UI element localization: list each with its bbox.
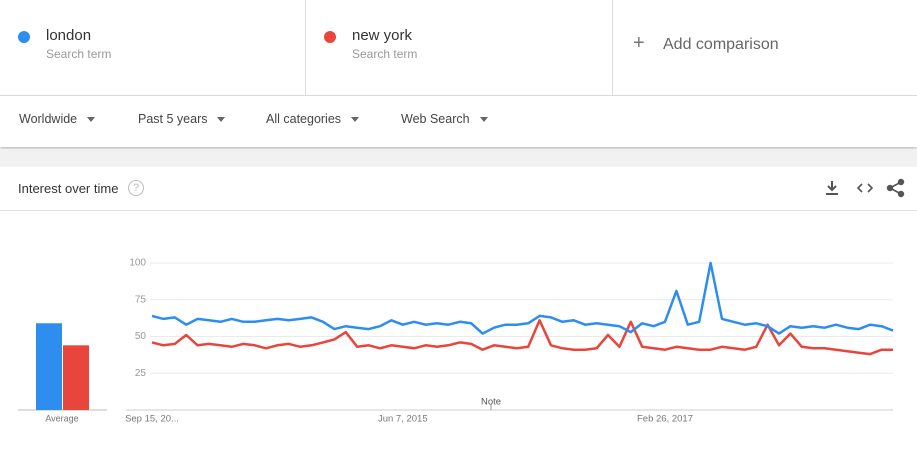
term-subtitle: Search term xyxy=(352,47,418,61)
term-color-dot xyxy=(324,31,336,43)
x-tick-label: Sep 15, 20... xyxy=(125,414,179,425)
average-bar xyxy=(36,323,62,410)
filter[interactable]: Past 5 years xyxy=(138,112,226,126)
filter-label: Past 5 years xyxy=(138,112,208,126)
filter[interactable]: Worldwide xyxy=(19,112,96,126)
term-name[interactable]: london xyxy=(46,27,92,44)
add-icon[interactable]: + xyxy=(633,32,645,54)
term-color-dot xyxy=(18,31,30,43)
add-comparison[interactable]: Add comparison xyxy=(663,36,779,53)
help-icon[interactable]: ? xyxy=(128,180,144,196)
filter[interactable]: All categories xyxy=(266,112,360,126)
x-tick-label: Jun 7, 2015 xyxy=(378,414,428,425)
series-line xyxy=(151,261,894,335)
filter-label: All categories xyxy=(266,112,342,126)
card-divider xyxy=(0,210,917,211)
share-icon[interactable] xyxy=(886,178,905,198)
filter[interactable]: Web Search xyxy=(401,112,488,126)
filter-bar xyxy=(0,96,917,147)
y-tick-label: 50 xyxy=(135,331,147,342)
card-actions xyxy=(826,178,905,198)
x-tick-label: Feb 26, 2017 xyxy=(637,414,693,425)
download-icon[interactable] xyxy=(826,181,838,195)
y-tick-label: 100 xyxy=(129,258,146,269)
series-line xyxy=(151,319,893,356)
divider xyxy=(612,0,613,95)
embed-icon[interactable] xyxy=(856,183,874,193)
term-name[interactable]: new york xyxy=(352,27,413,44)
card-title: Interest over time xyxy=(18,181,119,196)
y-tick-label: 25 xyxy=(135,368,147,379)
term-subtitle: Search term xyxy=(46,47,112,61)
divider xyxy=(305,0,306,95)
note-label: Note xyxy=(481,397,501,408)
spacer xyxy=(0,149,917,167)
filter-label: Web Search xyxy=(401,112,470,126)
filter-label: Worldwide xyxy=(19,112,78,126)
term-bar xyxy=(0,0,917,96)
average-label: Average xyxy=(45,413,78,423)
y-tick-label: 75 xyxy=(135,294,147,305)
average-bar xyxy=(63,345,89,410)
